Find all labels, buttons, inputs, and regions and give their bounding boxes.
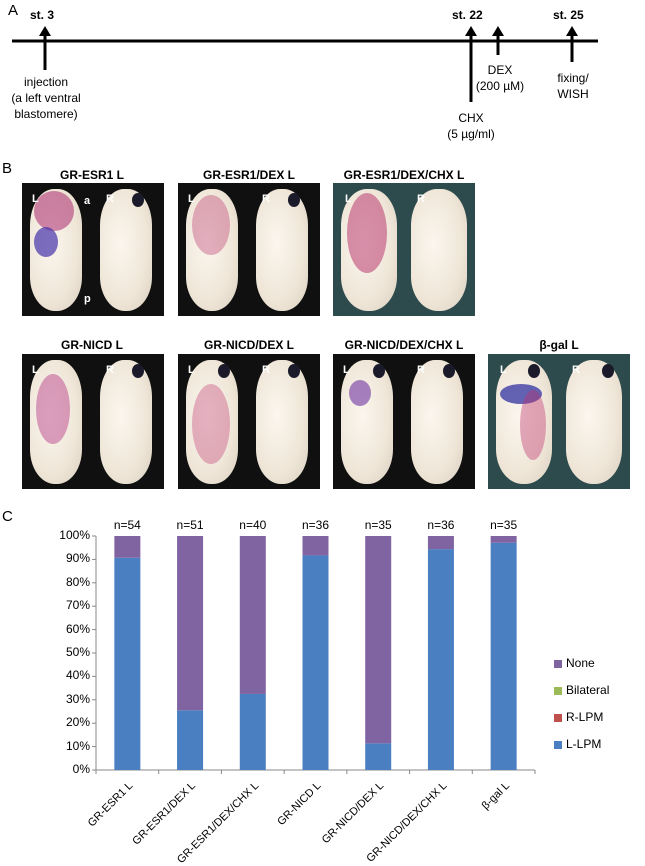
left-embryo: [30, 189, 82, 311]
bar-segment-none: [302, 536, 329, 556]
dex-arrowhead: [492, 26, 504, 36]
bar-segment-none: [239, 536, 266, 694]
right-embryo: [411, 360, 463, 484]
tile-label-4: GR-NICD L: [61, 338, 123, 352]
eye-icon: [288, 193, 300, 207]
y-tick-label: 0%: [72, 762, 90, 776]
legend-swatch: [554, 714, 562, 722]
right-embryo: [256, 189, 308, 311]
n-label: n=40: [239, 518, 267, 532]
legend-label: Bilateral: [566, 683, 610, 697]
y-tick-label: 70%: [65, 598, 90, 613]
bar-segment-l-lpm: [490, 542, 517, 770]
legend-label: R-LPM: [566, 710, 604, 724]
eye-icon: [443, 364, 455, 378]
y-tick-label: 90%: [65, 551, 90, 566]
legend-label: L-LPM: [566, 737, 602, 751]
eye-icon: [602, 364, 614, 378]
y-tick-label: 50%: [65, 645, 90, 659]
left-embryo: [186, 189, 238, 311]
timeline-diagram: [12, 26, 598, 102]
bar-segment-l-lpm: [302, 555, 329, 770]
left-embryo: [30, 360, 82, 484]
panel-c-letter: C: [2, 508, 13, 525]
eye-icon: [132, 364, 144, 378]
y-tick-label: 100%: [59, 528, 90, 542]
chx-arrowhead: [465, 26, 477, 36]
eye-icon: [132, 193, 144, 207]
fix-label: fixing/ WISH: [557, 71, 589, 101]
embryo-photo-6: L R: [333, 354, 475, 489]
left-embryo: [341, 189, 397, 311]
right-embryo: [566, 360, 622, 484]
left-embryo: [186, 360, 238, 484]
left-embryo: [496, 360, 552, 484]
embryo-photo-3: L R: [333, 183, 475, 316]
eye-icon: [288, 364, 300, 378]
embryo-photo-1: L R a p: [22, 183, 164, 316]
stage-25-label: st. 25: [553, 8, 584, 22]
stage-22-label: st. 22: [452, 8, 483, 22]
bar-segment-none: [114, 536, 141, 558]
panel-b-letter: B: [2, 160, 13, 177]
tile-label-5: GR-NICD/DEX L: [204, 338, 294, 352]
bar-segment-none: [427, 536, 454, 550]
y-tick-label: 60%: [65, 621, 90, 636]
y-tick-label: 80%: [65, 574, 90, 589]
eye-icon: [373, 364, 385, 378]
y-tick-label: 20%: [65, 715, 90, 730]
embryo-photo-7: L R: [488, 354, 630, 489]
left-embryo: [341, 360, 393, 484]
st25-arrowhead: [566, 26, 578, 36]
bar-segment-none: [177, 536, 204, 711]
stage-3-label: st. 3: [30, 8, 55, 22]
tile-label-3: GR-ESR1/DEX/CHX L: [343, 168, 465, 182]
n-label: n=36: [427, 518, 455, 532]
bar-segment-none: [490, 536, 517, 543]
injection-label: injection (a left ventral blastomere): [11, 75, 81, 121]
embryo-photo-2: L R: [178, 183, 320, 316]
y-tick-label: 30%: [65, 691, 90, 706]
legend-swatch: [554, 660, 562, 668]
tile-label-7: β-gal L: [539, 338, 579, 352]
bar-segment-l-lpm: [427, 549, 454, 770]
right-embryo: [256, 360, 308, 484]
n-label: n=35: [490, 518, 518, 532]
legend-label: None: [566, 656, 595, 670]
tile-label-1: GR-ESR1 L: [59, 168, 124, 182]
n-label: n=36: [301, 518, 330, 532]
bar-segment-none: [365, 536, 392, 744]
bar-segment-l-lpm: [365, 743, 392, 770]
n-label: n=51: [176, 518, 204, 532]
n-label: n=54: [113, 518, 141, 532]
y-tick-label: 10%: [65, 738, 90, 753]
dex-label: DEX (200 µM): [475, 63, 525, 93]
tile-label-2: GR-ESR1/DEX L: [202, 168, 295, 182]
right-embryo: [100, 189, 152, 311]
eye-icon: [218, 364, 230, 378]
chx-label: CHX (5 µg/ml): [447, 111, 495, 141]
bar-segment-l-lpm: [114, 557, 141, 770]
panel-a-letter: A: [8, 2, 19, 19]
eye-icon: [528, 364, 540, 378]
n-label: n=35: [364, 518, 392, 532]
bar-segment-l-lpm: [177, 710, 204, 770]
bar-segment-l-lpm: [239, 693, 266, 770]
tile-label-6: GR-NICD/DEX/CHX L: [344, 338, 464, 352]
embryo-photo-5: L R: [178, 354, 320, 489]
y-tick-label: 40%: [65, 668, 90, 683]
embryo-photo-4: L R: [22, 354, 164, 489]
legend-swatch: [554, 687, 562, 695]
st3-arrowhead: [39, 26, 51, 36]
right-embryo: [411, 189, 467, 311]
right-embryo: [100, 360, 152, 484]
legend-swatch: [554, 741, 562, 749]
